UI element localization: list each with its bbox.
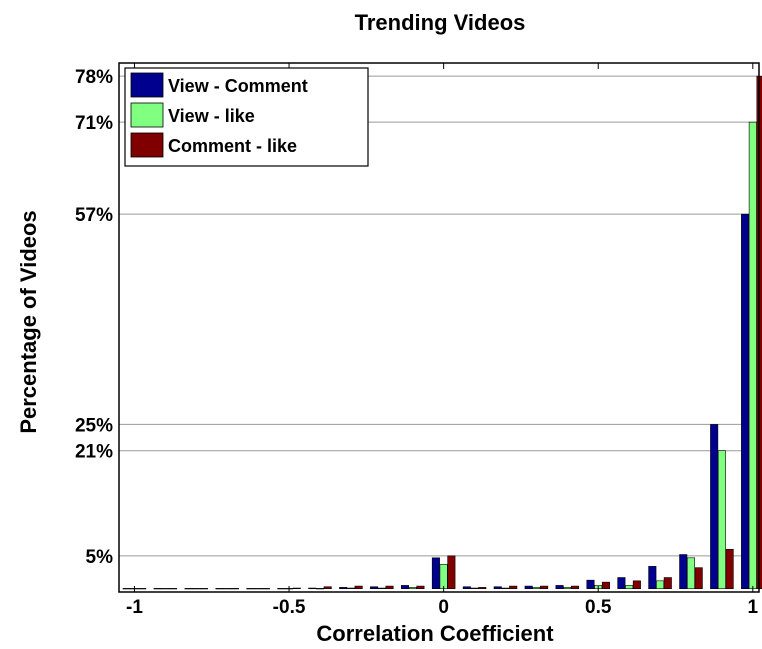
bar-series1-9 [408,587,417,590]
bar-series1-10 [439,564,448,590]
x-tick-labels: -1 -0.5 0 0.5 1 [126,597,759,618]
bar-series0-17 [648,566,657,590]
bar-series0-8 [370,586,379,590]
bar-series2-4 [261,588,270,590]
bar-series1-14 [563,587,572,590]
bar-series0-10 [431,557,440,590]
y-tick-label-2: 25% [75,415,113,436]
chart-title: Trending Videos [355,10,526,35]
bar-series2-14 [571,585,580,590]
legend-label-2: Comment - like [168,136,297,156]
y-tick-label-0: 5% [86,547,114,568]
bar-series2-16 [632,580,641,590]
bar-series0-11 [462,586,471,590]
legend-box [124,67,369,167]
bar-series2-6 [323,586,332,590]
bar-series0-6 [308,587,317,590]
bar-series2-0 [138,588,147,590]
bar-series2-10 [447,555,456,590]
x-axis-title: Correlation Coefficient [316,621,554,646]
bar-series2-9 [416,585,425,590]
bar-series2-18 [694,567,703,590]
bar-series1-17 [656,580,665,590]
gridlines [119,75,759,557]
legend-label-1: View - like [168,106,255,126]
bar-series1-18 [686,557,695,590]
bar-series2-3 [230,588,239,590]
x-tick-label-0: -1 [126,597,143,618]
bar-series2-11 [478,587,487,590]
bar-series2-12 [509,585,518,590]
bar-series2-13 [540,585,549,590]
y-tick-label-3: 57% [75,205,113,226]
bar-series1-6 [315,588,324,590]
legend-swatch-2 [130,132,164,158]
x-tick-label-4: 1 [748,597,759,618]
bar-series0-15 [586,579,595,590]
bar-series1-13 [532,587,541,590]
legend-label-0: View - Comment [168,76,308,96]
bar-series0-12 [493,586,502,590]
bar-series2-7 [354,585,363,590]
bar-series2-5 [292,587,301,590]
bar-series0-16 [617,577,626,590]
bar-series1-3 [223,588,232,590]
bar-series0-3 [215,588,224,590]
y-tick-label-5: 78% [75,67,113,88]
bar-series0-14 [555,585,564,590]
bar-series1-16 [625,585,634,590]
bar-series0-2 [184,588,193,590]
bar-series0-0 [122,588,131,590]
legend-swatch-0 [130,72,164,98]
y-axis-title: Percentage of Videos [16,210,41,433]
y-tick-labels: 5% 21% 25% 57% 71% 78% [75,67,113,568]
plot-frame [118,62,760,593]
bar-series1-19 [717,450,726,590]
bar-series0-7 [339,587,348,590]
bar-series1-4 [254,588,263,590]
x-tick-label-3: 0.5 [585,597,612,618]
bar-series2-1 [169,588,178,590]
bar-series0-9 [400,585,410,590]
x-tick-label-1: -0.5 [273,597,306,618]
bar-series2-19 [725,548,734,590]
ticks [133,63,754,592]
bar-series0-13 [524,585,533,590]
bar-series0-5 [277,588,286,590]
bar-series1-7 [346,587,355,590]
x-tick-label-2: 0 [438,597,449,618]
bar-series0-4 [246,588,255,590]
bar-series1-8 [377,587,386,590]
bar-series0-19 [710,424,719,590]
bar-series2-8 [385,585,394,590]
bar-series2-15 [601,581,610,590]
bar-series1-12 [501,587,510,590]
bar-series0-1 [153,588,162,590]
bar-series2-2 [200,588,209,590]
bar-series1-1 [161,588,170,590]
bar-series0-18 [679,554,688,590]
bar-series2-17 [663,577,672,590]
legend: View - Comment View - like Comment - like [124,67,369,167]
bar-series0-20 [741,213,750,590]
bar-series1-2 [192,588,201,590]
bar-series1-20 [748,121,757,590]
y-tick-label-4: 71% [75,113,113,134]
y-tick-label-1: 21% [75,442,113,463]
bar-series1-11 [470,587,479,590]
legend-swatch-1 [130,102,164,128]
